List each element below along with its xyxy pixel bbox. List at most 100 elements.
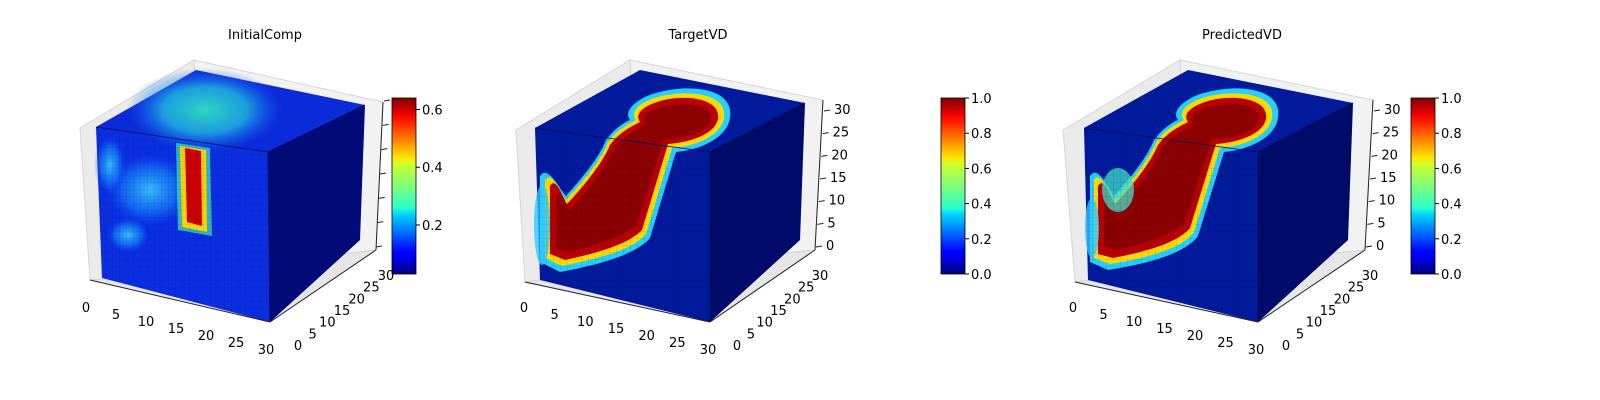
x-axis-line bbox=[524, 281, 711, 323]
x-tick-label: 15 bbox=[168, 322, 185, 337]
colorbar-ticks: 0.2 0.4 0.6 bbox=[416, 104, 443, 234]
x-tick-label: 25 bbox=[1217, 336, 1234, 351]
z-tick-mark bbox=[818, 200, 825, 203]
y-tick-label: 20 bbox=[348, 292, 365, 307]
y-tick-label: 10 bbox=[319, 316, 336, 331]
z-tick-label: 5 bbox=[827, 216, 835, 231]
colorbar-ticks: 0.0 0.2 0.4 0.6 0.8 1.0 bbox=[1435, 92, 1462, 283]
x-tick-label: 15 bbox=[1156, 322, 1173, 337]
x-tick-label: 0 bbox=[82, 301, 90, 316]
x-tick-label: 0 bbox=[1069, 301, 1077, 316]
y-tick-label: 0 bbox=[294, 339, 302, 354]
colorbar-tick-label: 0.8 bbox=[1441, 127, 1462, 142]
x-tick-label: 20 bbox=[198, 329, 215, 344]
x-tick-label: 20 bbox=[1187, 329, 1204, 344]
y-tick-label: 25 bbox=[1348, 281, 1365, 296]
z-tick-mark bbox=[1372, 132, 1379, 135]
colorbar-tick-label: 0.6 bbox=[971, 162, 992, 177]
x-tick-labels: 0 5 10 15 20 25 30 bbox=[1069, 301, 1264, 358]
z-tick-mark bbox=[378, 196, 385, 199]
colorbar-tick-label: 0.4 bbox=[1441, 198, 1462, 213]
z-tick-mark bbox=[381, 148, 388, 151]
x-tick-label: 20 bbox=[638, 329, 655, 344]
colorbar-tick-label: 0.2 bbox=[1441, 233, 1462, 248]
z-tick-mark bbox=[1365, 245, 1373, 248]
colorbar bbox=[391, 97, 417, 275]
y-tick-label: 15 bbox=[334, 304, 351, 319]
x-tick-label: 10 bbox=[577, 315, 594, 330]
x-tick-label: 30 bbox=[700, 343, 717, 358]
z-tick-label: 15 bbox=[1380, 171, 1397, 186]
x-tick-label: 0 bbox=[520, 301, 528, 316]
colorbar-ticks: 0.0 0.2 0.4 0.6 0.8 1.0 bbox=[965, 92, 992, 283]
z-tick-mark bbox=[821, 154, 828, 157]
z-tick-mark bbox=[815, 245, 823, 248]
x-tick-labels: 0 5 10 15 20 25 30 bbox=[82, 301, 274, 358]
z-axis-line bbox=[814, 99, 824, 251]
z-tick-label: 0 bbox=[826, 239, 834, 254]
y-axis-line bbox=[1257, 249, 1366, 323]
y-axis-line bbox=[269, 249, 377, 323]
x-tick-label: 15 bbox=[608, 322, 625, 337]
y-tick-label: 10 bbox=[756, 316, 773, 331]
cube-edge-vertical bbox=[267, 151, 271, 323]
y-tick-label: 30 bbox=[812, 269, 829, 284]
top-glow bbox=[127, 68, 283, 152]
voxel-grid bbox=[535, 128, 710, 322]
y-tick-label: 30 bbox=[1362, 269, 1379, 284]
z-tick-mark bbox=[377, 221, 384, 224]
x-tick-label: 30 bbox=[258, 343, 275, 358]
z-tick-label: 5 bbox=[1377, 216, 1385, 231]
y-tick-label: 5 bbox=[1296, 327, 1304, 342]
z-tick-label: 25 bbox=[833, 126, 850, 141]
z-tick-label: 10 bbox=[829, 194, 846, 209]
cube-right-face bbox=[268, 105, 365, 322]
colorbar-tick-label: 0.2 bbox=[422, 219, 443, 234]
z-tick-label: 20 bbox=[1381, 148, 1398, 163]
colorbar-tick-label: 0.6 bbox=[1441, 162, 1462, 177]
x-tick-labels: 0 5 10 15 20 25 30 bbox=[520, 301, 716, 358]
z-tick-mark bbox=[819, 177, 827, 180]
colorbar-tick-label: 1.0 bbox=[971, 92, 992, 107]
y-tick-label: 15 bbox=[770, 304, 787, 319]
z-tick-labels: 0 5 10 15 20 25 30 bbox=[815, 103, 851, 254]
z-tick-mark bbox=[1367, 222, 1374, 225]
colorbar-tick-label: 1.0 bbox=[1441, 92, 1462, 107]
z-tick-marks bbox=[375, 99, 391, 248]
colorbar-tick-label: 0.2 bbox=[971, 233, 992, 248]
colorbar bbox=[1410, 97, 1436, 275]
y-tick-label: 25 bbox=[798, 281, 815, 296]
z-tick-label: 0 bbox=[1376, 239, 1384, 254]
y-tick-label: 5 bbox=[747, 327, 755, 342]
z-tick-mark bbox=[822, 132, 829, 135]
z-tick-mark bbox=[1369, 177, 1377, 180]
x-tick-label: 10 bbox=[1126, 315, 1143, 330]
z-tick-label: 25 bbox=[1383, 126, 1400, 141]
chart-title: TargetVD bbox=[667, 28, 727, 43]
x-tick-label: 5 bbox=[551, 308, 559, 323]
y-tick-label: 25 bbox=[363, 281, 380, 296]
z-tick-mark bbox=[382, 123, 389, 126]
z-tick-mark bbox=[1371, 154, 1378, 157]
z-tick-mark bbox=[375, 245, 383, 248]
z-tick-mark bbox=[823, 109, 831, 112]
z-tick-label: 20 bbox=[831, 148, 848, 163]
z-tick-label: 30 bbox=[1384, 103, 1401, 118]
z-tick-labels: 0 5 10 15 20 25 30 bbox=[1365, 103, 1401, 254]
y-tick-label: 0 bbox=[1282, 339, 1290, 354]
x-tick-label: 25 bbox=[228, 336, 245, 351]
chart-title: PredictedVD bbox=[1202, 28, 1282, 43]
x-tick-label: 25 bbox=[669, 336, 686, 351]
y-tick-label: 5 bbox=[309, 327, 317, 342]
z-axis-line bbox=[1364, 99, 1374, 251]
x-tick-label: 5 bbox=[1099, 308, 1107, 323]
z-tick-mark bbox=[817, 222, 824, 225]
x-tick-label: 30 bbox=[1248, 343, 1265, 358]
y-tick-label: 0 bbox=[733, 339, 741, 354]
